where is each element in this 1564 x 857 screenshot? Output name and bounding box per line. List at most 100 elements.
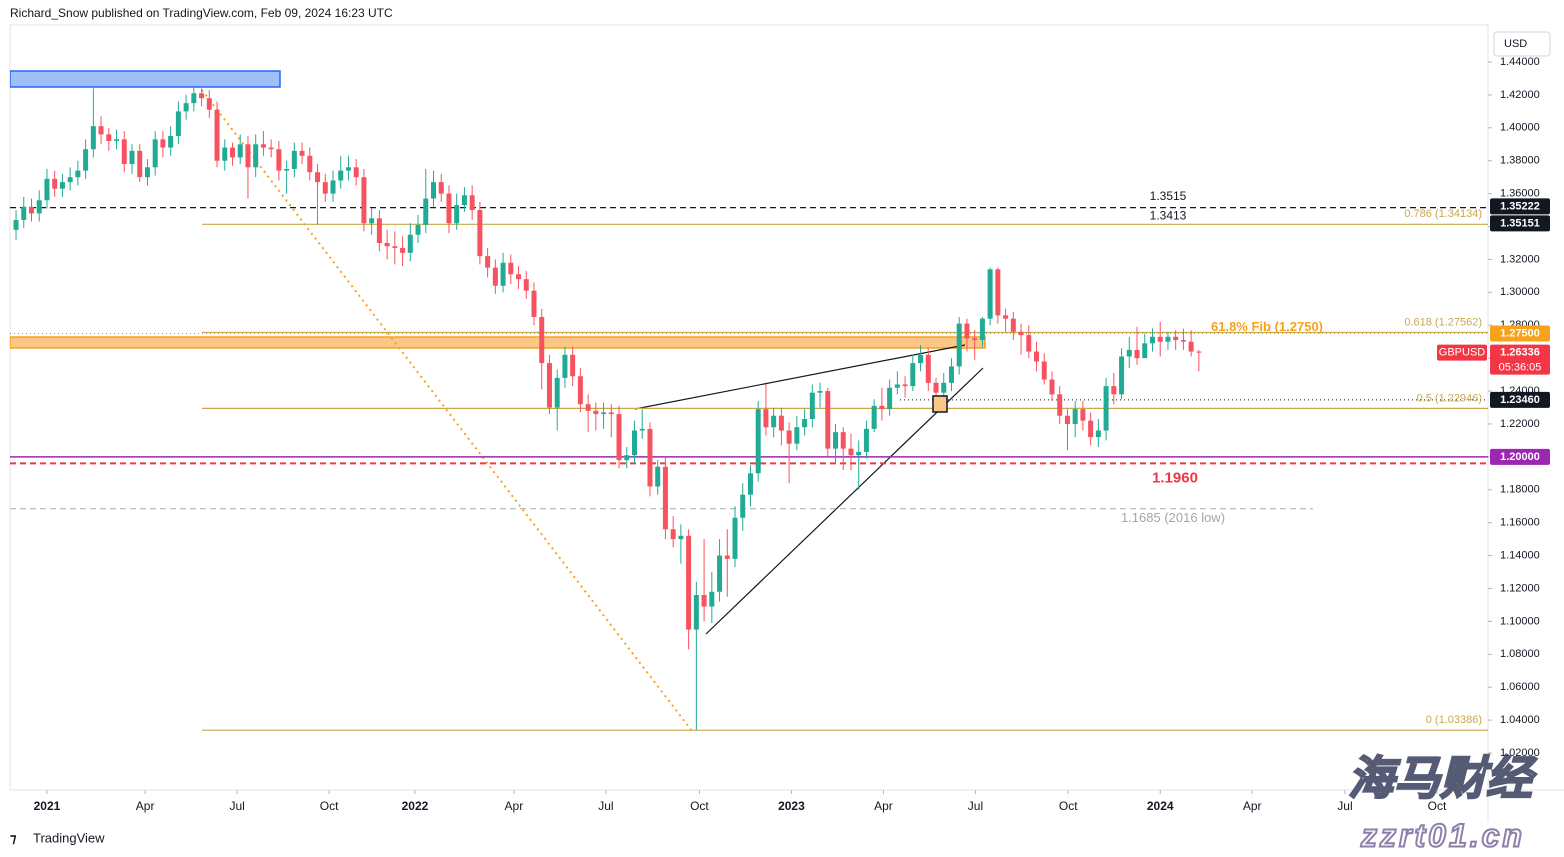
y-tick-label: 1.10000 bbox=[1500, 615, 1540, 627]
candle-body bbox=[253, 144, 259, 168]
candle-body bbox=[114, 139, 120, 141]
candle-body bbox=[44, 178, 50, 201]
annotation: 61.8% Fib (1.2750) bbox=[1211, 319, 1323, 334]
currency-box[interactable] bbox=[1493, 31, 1551, 57]
candle-body bbox=[1134, 349, 1140, 359]
candle-body bbox=[191, 93, 197, 104]
candle-body bbox=[384, 242, 390, 247]
candle-body bbox=[431, 182, 437, 199]
candle-body bbox=[338, 170, 344, 181]
candle-body bbox=[415, 224, 421, 235]
candle-body bbox=[345, 167, 351, 171]
candle-body bbox=[833, 432, 839, 449]
y-tick-label: 1.42000 bbox=[1500, 89, 1540, 101]
candle-body bbox=[863, 428, 869, 452]
candle-body bbox=[887, 387, 893, 410]
candle-body bbox=[925, 354, 931, 383]
price-badge-label: 1.26336 bbox=[1500, 347, 1540, 359]
candle-body bbox=[647, 428, 653, 487]
candle-body bbox=[21, 206, 27, 220]
candle-body bbox=[1064, 415, 1070, 424]
x-tick-label: Apr bbox=[874, 799, 893, 813]
candle-body bbox=[941, 382, 947, 393]
candle-body bbox=[353, 167, 359, 178]
x-tick-label: 2023 bbox=[778, 799, 805, 813]
y-tick-label: 1.30000 bbox=[1500, 286, 1540, 298]
candle-body bbox=[330, 180, 336, 194]
plot bbox=[10, 70, 1488, 732]
candle-body bbox=[933, 382, 939, 393]
candle-body bbox=[616, 414, 622, 461]
x-tick-label: Jul bbox=[1337, 799, 1352, 813]
candle-body bbox=[601, 412, 607, 415]
candle-body bbox=[13, 219, 19, 230]
candle-body bbox=[948, 366, 954, 383]
candle-body bbox=[492, 267, 498, 286]
x-tick-label: Apr bbox=[136, 799, 155, 813]
candle-body bbox=[554, 377, 560, 408]
candle-body bbox=[59, 182, 65, 189]
candle-body bbox=[168, 136, 174, 148]
candle-body bbox=[871, 405, 877, 429]
candle-body bbox=[655, 466, 661, 487]
price-badge bbox=[1490, 391, 1550, 408]
candle-body bbox=[106, 134, 112, 141]
annotation: 1.3413 bbox=[1150, 209, 1187, 223]
x-tick-label: 2024 bbox=[1147, 799, 1174, 813]
annotation: 1.1685 (2016 low) bbox=[1121, 510, 1225, 525]
currency: USD bbox=[1504, 38, 1527, 50]
candle-body bbox=[245, 144, 251, 168]
candle-body bbox=[322, 182, 328, 194]
fib-label: 0.786 (1.34134) bbox=[1404, 208, 1482, 220]
candle-body bbox=[879, 405, 885, 410]
candle-body bbox=[137, 150, 143, 178]
x-tick-label: Oct bbox=[320, 799, 339, 813]
candle-body bbox=[701, 595, 707, 607]
candle-body bbox=[662, 466, 668, 530]
header: Richard_Snow published on TradingView.co… bbox=[10, 6, 393, 20]
candle-body bbox=[693, 595, 699, 630]
annotation: 1.1960 bbox=[1152, 469, 1198, 486]
candle-body bbox=[260, 144, 266, 148]
candle-body bbox=[817, 391, 823, 393]
candle-body bbox=[307, 155, 313, 173]
breakout-marker bbox=[932, 395, 948, 413]
candle-body bbox=[670, 529, 676, 540]
fib-label: 0.5 (1.22946) bbox=[1417, 392, 1482, 404]
candle-body bbox=[562, 354, 568, 378]
resistance-zone bbox=[10, 336, 986, 349]
candle-body bbox=[407, 234, 413, 253]
price-badge-label: 1.27500 bbox=[1500, 327, 1540, 339]
y-tick-label: 1.04000 bbox=[1500, 714, 1540, 726]
candle-body bbox=[1111, 386, 1117, 395]
candle-body bbox=[237, 144, 243, 158]
candle-body bbox=[175, 111, 181, 137]
candle-body bbox=[376, 218, 382, 243]
annotation: 1.3515 bbox=[1150, 189, 1187, 203]
logo-text: TradingView bbox=[33, 830, 105, 845]
candle-body bbox=[1026, 335, 1032, 352]
candle-body bbox=[1080, 409, 1086, 421]
candle-body bbox=[1142, 343, 1148, 359]
candle-body bbox=[794, 427, 800, 444]
candle-body bbox=[856, 451, 862, 456]
candle-body bbox=[910, 363, 916, 387]
candle-body bbox=[299, 150, 305, 156]
candle-body bbox=[98, 126, 104, 135]
candle-body bbox=[469, 195, 475, 211]
x-tick-label: 2022 bbox=[402, 799, 429, 813]
candle-body bbox=[206, 98, 212, 110]
candle-body bbox=[144, 167, 150, 178]
candle-body bbox=[632, 430, 638, 456]
logo-icon: ⁊ bbox=[10, 830, 17, 845]
candle-body bbox=[214, 109, 220, 161]
candle-body bbox=[732, 517, 738, 559]
candle-body bbox=[36, 200, 42, 214]
candle-body bbox=[686, 535, 692, 630]
candle-body bbox=[485, 256, 491, 268]
candle-body bbox=[802, 419, 808, 428]
candle-body bbox=[995, 269, 1001, 316]
y-tick-label: 1.08000 bbox=[1500, 648, 1540, 660]
candle-body bbox=[83, 149, 89, 171]
